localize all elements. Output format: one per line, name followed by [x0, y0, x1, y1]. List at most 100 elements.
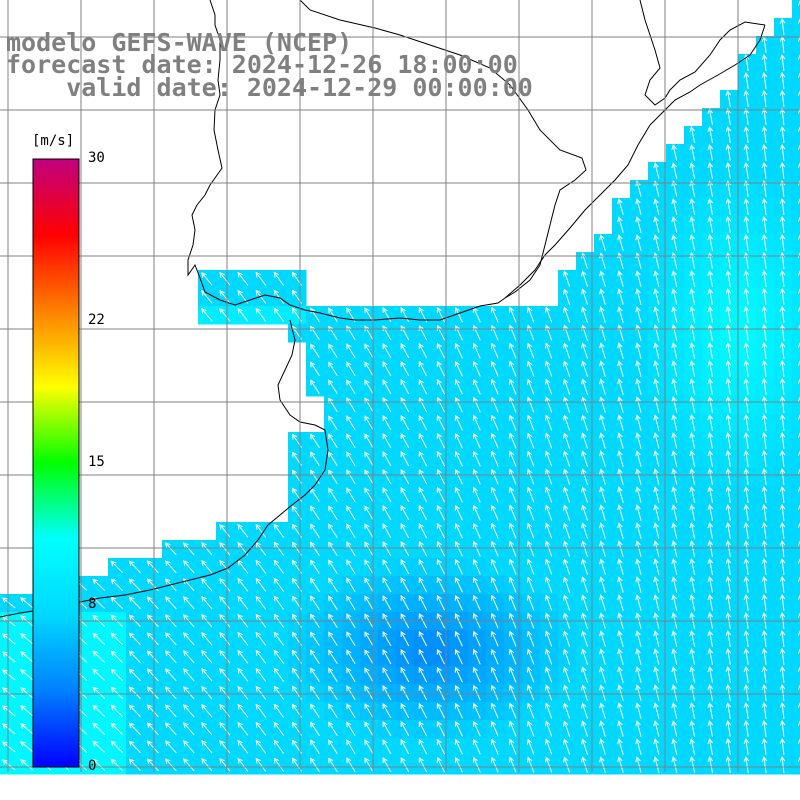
wind-speed-cell: [792, 234, 800, 253]
wind-arrow-head: [382, 721, 388, 728]
wind-arrow-head: [310, 721, 316, 728]
wind-arrow-head: [617, 576, 623, 583]
wind-arrow-head: [291, 703, 298, 710]
wind-arrow: [129, 758, 141, 772]
wind-speed-cell: [792, 468, 800, 487]
wind-arrow-head: [183, 596, 189, 602]
wind-arrow: [582, 397, 588, 413]
wind-arrow-head: [526, 504, 533, 511]
wind-arrow-head: [617, 738, 623, 745]
wind-arrow: [654, 721, 660, 737]
wind-arrow-head: [20, 597, 26, 603]
wind-arrow: [636, 703, 642, 719]
wind-arrow: [618, 397, 624, 413]
wind-arrow: [237, 596, 249, 610]
wind-arrow-head: [436, 522, 442, 529]
wind-arrow-head: [653, 522, 659, 529]
wind-arrow: [346, 487, 356, 503]
wind-arrow: [654, 217, 660, 233]
wind-arrow-head: [219, 289, 225, 296]
wind-arrow: [509, 523, 517, 539]
wind-arrow-head: [454, 540, 460, 547]
wind-arrow-head: [545, 720, 551, 727]
wind-arrow-head: [255, 523, 261, 530]
wind-arrow-head: [797, 0, 800, 6]
wind-arrow: [147, 668, 159, 682]
wind-arrows: [1, 0, 800, 774]
wind-arrow: [237, 578, 249, 592]
wind-arrow: [745, 127, 749, 143]
wind-arrow-head: [761, 306, 768, 312]
wind-arrow: [111, 578, 123, 592]
wind-arrow-head: [490, 396, 497, 403]
wind-arrow-head: [400, 721, 406, 727]
wind-arrow: [636, 217, 642, 233]
wind-arrow: [745, 307, 749, 323]
wind-arrow: [364, 505, 374, 521]
wind-arrow: [618, 631, 624, 647]
wind-arrow: [473, 631, 481, 647]
wind-arrow: [618, 199, 624, 215]
wind-arrow-head: [797, 72, 800, 78]
wind-arrow-head: [689, 630, 695, 637]
wind-arrow-head: [472, 630, 479, 637]
wind-arrow: [654, 595, 660, 611]
wind-arrow: [781, 72, 785, 90]
wind-arrow: [455, 415, 463, 431]
wind-arrow-head: [563, 756, 569, 763]
wind-arrow-head: [635, 468, 641, 475]
wind-arrow: [709, 361, 713, 377]
wind-speed-cell: [792, 54, 800, 73]
wind-arrow: [545, 559, 553, 575]
wind-arrow-head: [273, 271, 280, 278]
wind-arrow-head: [346, 451, 352, 458]
wind-speed-cell: [792, 378, 800, 397]
wind-arrow-head: [164, 578, 171, 585]
wind-arrow: [527, 541, 535, 557]
wind-arrow: [237, 704, 249, 718]
wind-arrow: [763, 721, 767, 737]
wind-arrow-head: [635, 306, 641, 313]
wind-arrow: [654, 469, 660, 485]
wind-arrow-head: [617, 414, 623, 421]
wind-arrow-head: [599, 702, 605, 709]
wind-arrow-head: [490, 378, 497, 385]
wind-arrow: [201, 686, 213, 700]
wind-arrow: [509, 343, 517, 359]
wind-speed-cell: [792, 144, 800, 163]
wind-arrow: [563, 325, 571, 341]
wind-arrow: [582, 433, 588, 449]
wind-arrow-head: [490, 630, 497, 637]
wind-arrow-head: [273, 631, 280, 638]
wind-arrow: [563, 685, 571, 701]
wind-arrow: [509, 379, 517, 395]
wind-arrow-head: [382, 667, 388, 674]
wind-arrow-head: [164, 686, 171, 693]
wind-arrow-head: [400, 487, 406, 493]
wind-arrow: [509, 577, 517, 593]
wind-arrow-head: [472, 756, 479, 763]
wind-arrow-head: [436, 450, 442, 457]
wind-arrow: [672, 271, 678, 287]
wind-arrow-head: [364, 523, 370, 530]
wind-arrow-head: [779, 360, 786, 366]
wind-arrow-head: [128, 704, 135, 711]
wind-arrow-head: [635, 360, 641, 367]
wind-arrow-head: [237, 289, 243, 296]
wind-speed-cell: [792, 666, 800, 685]
wind-arrow: [473, 739, 481, 755]
wind-arrow: [364, 667, 374, 683]
wind-arrow: [690, 271, 696, 287]
wind-arrow: [727, 217, 731, 233]
wind-arrow: [129, 686, 141, 700]
wind-arrow: [310, 758, 320, 772]
wind-arrow-head: [671, 558, 677, 565]
wind-arrow-head: [237, 307, 243, 314]
wind-arrow-head: [545, 540, 551, 547]
wind-arrow: [147, 686, 159, 700]
wind-arrow: [727, 307, 731, 323]
wind-arrow-head: [219, 541, 225, 548]
wind-arrow: [346, 631, 356, 647]
wind-arrow-head: [508, 576, 515, 583]
